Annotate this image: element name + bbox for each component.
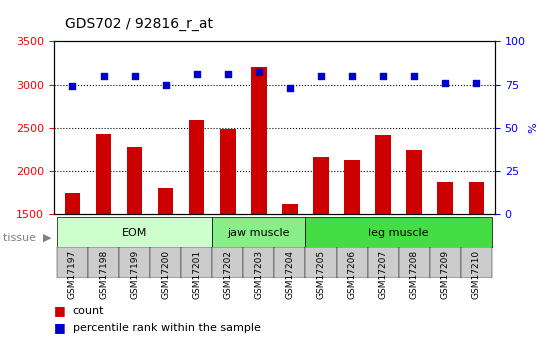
Bar [376, 135, 391, 214]
FancyBboxPatch shape [306, 217, 492, 248]
Point [193, 71, 201, 77]
Bar [469, 182, 484, 214]
FancyBboxPatch shape [119, 247, 150, 278]
FancyBboxPatch shape [213, 217, 306, 248]
Text: percentile rank within the sample: percentile rank within the sample [73, 323, 260, 333]
Bar [127, 148, 143, 214]
Text: GSM17207: GSM17207 [379, 250, 387, 299]
Text: GSM17209: GSM17209 [441, 250, 450, 299]
FancyBboxPatch shape [274, 247, 306, 278]
Text: GSM17202: GSM17202 [223, 250, 232, 299]
Y-axis label: %: % [528, 122, 538, 133]
Text: EOM: EOM [122, 228, 147, 238]
FancyBboxPatch shape [399, 247, 430, 278]
Text: GSM17199: GSM17199 [130, 250, 139, 299]
Point [348, 73, 356, 79]
Bar [158, 188, 173, 214]
FancyBboxPatch shape [243, 247, 274, 278]
Text: GSM17198: GSM17198 [99, 250, 108, 299]
Text: jaw muscle: jaw muscle [228, 228, 290, 238]
Text: count: count [73, 306, 104, 315]
Bar [282, 204, 298, 214]
FancyBboxPatch shape [150, 247, 181, 278]
Point [379, 73, 387, 79]
Text: tissue  ▶: tissue ▶ [3, 233, 51, 243]
FancyBboxPatch shape [430, 247, 461, 278]
Text: leg muscle: leg muscle [369, 228, 429, 238]
FancyBboxPatch shape [306, 247, 336, 278]
Bar [65, 193, 80, 214]
Bar [251, 67, 267, 214]
Text: GDS702 / 92816_r_at: GDS702 / 92816_r_at [65, 17, 213, 31]
Point [472, 80, 480, 86]
Text: GSM17210: GSM17210 [472, 250, 481, 299]
Point [441, 80, 450, 86]
Point [317, 73, 325, 79]
Text: ■: ■ [54, 304, 66, 317]
Bar [344, 159, 360, 214]
Text: GSM17197: GSM17197 [68, 250, 77, 299]
Point [254, 70, 263, 75]
Point [130, 73, 139, 79]
Bar [96, 134, 111, 214]
FancyBboxPatch shape [57, 247, 88, 278]
FancyBboxPatch shape [213, 247, 243, 278]
FancyBboxPatch shape [461, 247, 492, 278]
Bar [220, 129, 236, 214]
Point [286, 85, 294, 91]
Bar [313, 157, 329, 214]
Point [410, 73, 419, 79]
FancyBboxPatch shape [336, 247, 367, 278]
Point [161, 82, 170, 87]
Text: GSM17200: GSM17200 [161, 250, 170, 299]
Bar [406, 150, 422, 214]
Point [99, 73, 108, 79]
Point [68, 83, 77, 89]
FancyBboxPatch shape [181, 247, 213, 278]
Text: GSM17203: GSM17203 [254, 250, 263, 299]
Bar [189, 120, 204, 214]
FancyBboxPatch shape [57, 217, 213, 248]
FancyBboxPatch shape [88, 247, 119, 278]
Text: GSM17204: GSM17204 [286, 250, 294, 299]
Text: GSM17206: GSM17206 [348, 250, 357, 299]
Text: GSM17208: GSM17208 [409, 250, 419, 299]
Text: ■: ■ [54, 321, 66, 334]
FancyBboxPatch shape [367, 247, 399, 278]
Point [223, 71, 232, 77]
Text: GSM17205: GSM17205 [316, 250, 325, 299]
Bar [437, 182, 453, 214]
Text: GSM17201: GSM17201 [192, 250, 201, 299]
